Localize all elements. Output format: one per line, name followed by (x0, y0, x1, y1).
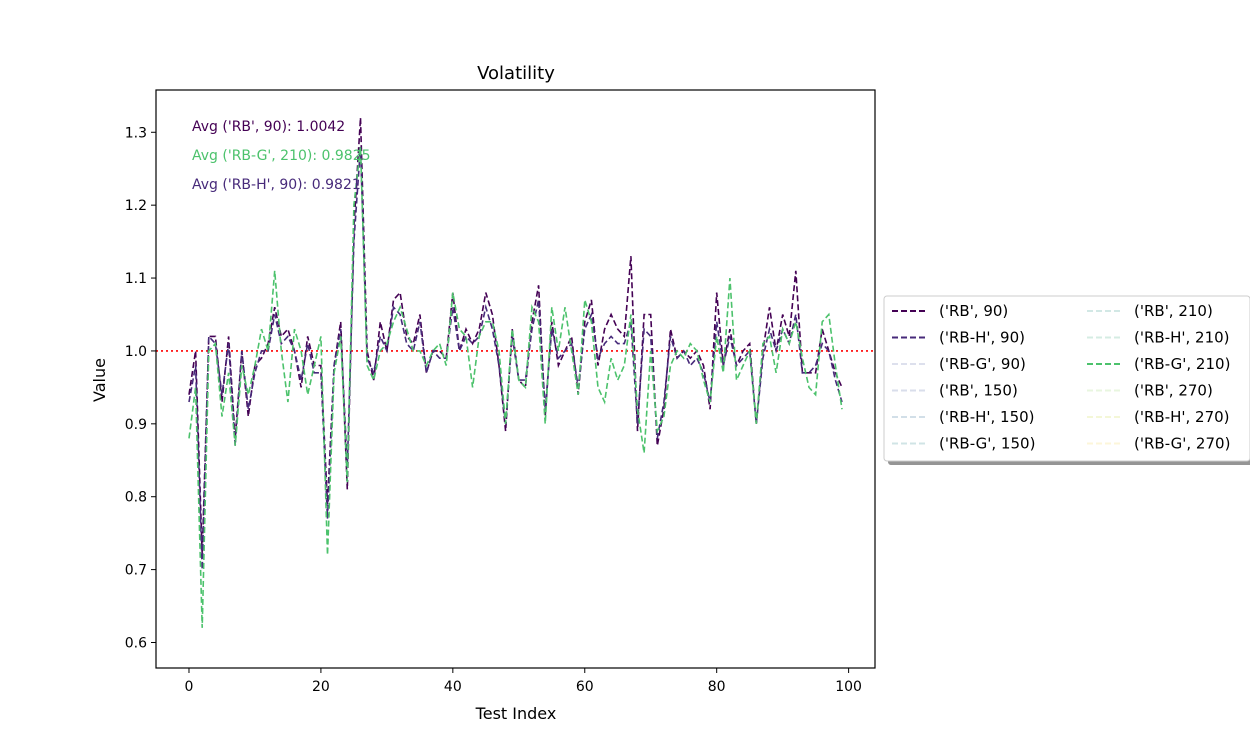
legend-label-8: ('RB-G', 210) (1134, 355, 1230, 373)
series-line-0 (188, 117, 843, 556)
x-tick-label-0: 0 (185, 679, 194, 695)
annotation-0: Avg ('RB', 90): 1.0042 (192, 119, 345, 135)
annotation-2: Avg ('RB-H', 90): 0.9821 (192, 177, 361, 193)
y-tick-label-0: 0.6 (125, 635, 147, 651)
x-tick-label-5: 100 (835, 679, 862, 695)
annotation-layer: Avg ('RB', 90): 1.0042 Avg ('RB-G', 210):… (192, 119, 371, 193)
legend-label-4: ('RB-H', 150) (939, 408, 1035, 426)
legend-label-7: ('RB-H', 210) (1134, 329, 1230, 347)
series-layer (188, 117, 843, 628)
legend-label-2: ('RB-G', 90) (939, 355, 1026, 373)
chart-title: Volatility (477, 63, 555, 84)
plot-frame (155, 89, 876, 669)
legend-label-10: ('RB-H', 270) (1134, 408, 1230, 426)
legend-label-0: ('RB', 90) (939, 302, 1008, 320)
legend-label-5: ('RB-G', 150) (939, 435, 1035, 453)
y-tick-label-2: 0.8 (125, 490, 147, 506)
legend-label-6: ('RB', 210) (1134, 302, 1213, 320)
x-axis-ticks: 0 20 40 60 80 100 (185, 668, 862, 695)
series-line-8 (188, 146, 843, 628)
x-tick-label-2: 40 (444, 679, 462, 695)
legend-label-9: ('RB', 270) (1134, 382, 1213, 400)
legend-label-3: ('RB', 150) (939, 382, 1018, 400)
x-tick-label-3: 60 (576, 679, 594, 695)
y-tick-label-1: 0.7 (125, 563, 147, 579)
x-tick-label-1: 20 (312, 679, 330, 695)
legend-label-1: ('RB-H', 90) (939, 329, 1025, 347)
legend-label-11: ('RB-G', 270) (1134, 435, 1230, 453)
x-axis-label: Test Index (475, 704, 557, 723)
legend: ('RB', 90) ('RB-H', 90) ('RB-G', 90) ('RB',… (883, 295, 1250, 465)
y-axis-label: Value (90, 358, 109, 402)
legend-box (883, 295, 1250, 462)
y-tick-label-7: 1.3 (125, 125, 147, 141)
y-tick-label-3: 0.9 (125, 417, 147, 433)
annotation-1: Avg ('RB-G', 210): 0.9825 (192, 148, 371, 164)
y-axis-ticks: 0.6 0.7 0.8 0.9 1.0 1.1 1.2 1.3 (125, 125, 156, 651)
y-tick-label-4: 1.0 (125, 344, 147, 360)
y-tick-label-6: 1.2 (125, 198, 147, 214)
x-tick-label-4: 80 (708, 679, 726, 695)
y-tick-label-5: 1.1 (125, 271, 147, 287)
